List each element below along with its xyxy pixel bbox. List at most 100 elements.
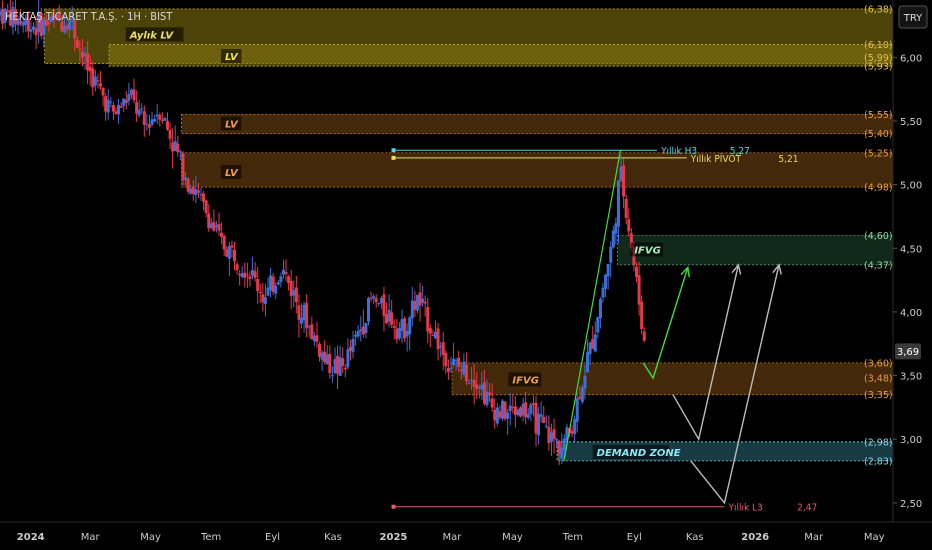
candle-body-64 — [163, 117, 167, 121]
candle-body-244 — [627, 219, 631, 232]
currency-button-frame[interactable] — [898, 5, 928, 29]
candle-body-136 — [348, 346, 352, 351]
zone-price-label-6: (5,25) — [864, 148, 893, 159]
candle-body-152 — [390, 312, 394, 325]
candle-body-63 — [160, 119, 164, 121]
candle-body-52 — [132, 89, 136, 101]
candle-body-250 — [642, 331, 646, 341]
candle-body-181 — [464, 364, 468, 382]
candle-body-77 — [196, 190, 200, 193]
candle-body-48 — [122, 98, 126, 106]
candle-body-70 — [178, 151, 182, 153]
candle-body-128 — [328, 353, 332, 374]
candle-body-122 — [312, 335, 316, 342]
candle-body-177 — [454, 360, 458, 362]
candle-body-47 — [119, 106, 123, 108]
candle-body-36 — [91, 68, 95, 88]
zone-price-label-10: (3,60) — [864, 358, 893, 369]
candle-body-184 — [472, 379, 476, 387]
candle-body-4 — [8, 9, 12, 26]
candle-body-117 — [299, 317, 303, 324]
candle-body-229 — [588, 342, 592, 355]
candle-body-191 — [490, 398, 494, 408]
candle-body-22 — [55, 14, 59, 20]
candle-body-91 — [232, 250, 236, 261]
candle-body-144 — [369, 297, 373, 299]
time-tick-label-9: Tem — [562, 532, 583, 543]
candle-body-34 — [86, 53, 90, 71]
candle-body-5 — [11, 6, 15, 28]
candle-body-238 — [611, 230, 615, 248]
time-tick-label-0: 2024 — [17, 532, 45, 543]
currency-button-label[interactable]: TRY — [903, 13, 923, 24]
candle-body-130 — [333, 359, 337, 374]
candle-body-51 — [129, 89, 133, 95]
zone-3 — [180, 152, 894, 188]
candle-body-0 — [0, 11, 2, 16]
candle-body-222 — [570, 430, 574, 434]
gray-projection-arrow-1-head — [772, 263, 782, 275]
green-projection-arrow-path — [642, 267, 689, 380]
candle-body-230 — [591, 339, 595, 349]
candle-body-198 — [508, 405, 512, 412]
candle-body-157 — [403, 318, 407, 339]
candle-body-28 — [70, 18, 74, 21]
symbol-title: HEKTAŞ TİCARET T.A.Ş. · 1H · BIST — [5, 10, 173, 23]
green-projection-arrow-head — [680, 265, 690, 278]
candle-body-75 — [191, 186, 195, 194]
zones — [44, 8, 894, 462]
candle-body-69 — [176, 143, 180, 153]
candle-body-58 — [147, 124, 151, 128]
candle-body-132 — [338, 357, 342, 376]
candle-body-153 — [392, 325, 396, 328]
level-value-2: 2,47 — [797, 503, 817, 514]
time-axis[interactable]: 2024 Mar May Tem Eyl Kas 2025 Mar May Tem Eyl Kas 20… — [17, 532, 885, 543]
candle-body-24 — [60, 21, 64, 32]
current-price-badge: 3,69 — [895, 343, 921, 360]
candle-body-38 — [96, 80, 100, 82]
price-axis[interactable]: 6,00 5,50 5,00 4,50 4,00 3,50 3,00 2,50 — [893, 53, 922, 510]
candle-body-207 — [531, 403, 535, 405]
candle-body-134 — [343, 367, 347, 370]
candle-body-82 — [209, 223, 213, 229]
candle-body-200 — [513, 406, 517, 416]
time-tick-label-7: Mar — [443, 532, 463, 543]
candle-body-186 — [477, 387, 481, 389]
price-tick-label-3: 4,50 — [900, 244, 922, 255]
candle-body-95 — [243, 272, 247, 278]
candle-body-19 — [47, 22, 51, 25]
currency-button[interactable]: TRY — [898, 5, 928, 29]
candle-body-16 — [39, 12, 43, 36]
candle-body-168 — [431, 335, 435, 337]
candle-body-218 — [560, 447, 564, 459]
candle-body-166 — [426, 306, 430, 332]
candle-body-105 — [269, 275, 273, 291]
current-price-badge-bg — [895, 343, 921, 360]
candle-body-111 — [284, 272, 288, 274]
candle-body-195 — [500, 400, 504, 419]
level-name-0: Yıllık H3 — [660, 146, 697, 157]
candle-body-239 — [614, 223, 618, 234]
candle-body-236 — [606, 263, 610, 277]
candle-body-41 — [104, 96, 108, 112]
candle-body-80 — [204, 200, 208, 214]
zone-label-bg-2 — [220, 116, 242, 131]
candle-body-44 — [111, 105, 115, 112]
candle-body-17 — [42, 19, 46, 35]
candle-body-135 — [346, 349, 350, 368]
candle-body-196 — [503, 401, 507, 419]
candle-body-42 — [106, 99, 110, 113]
zone-2 — [180, 114, 894, 135]
time-tick-label-1: Mar — [81, 532, 101, 543]
candle-body-67 — [171, 142, 175, 152]
gray-projection-arrow-1-path — [690, 264, 780, 505]
candle-body-133 — [341, 358, 345, 366]
time-tick-label-12: 2026 — [741, 532, 769, 543]
candle-body-101 — [258, 292, 262, 294]
candle-body-99 — [253, 271, 257, 278]
candle-body-83 — [212, 221, 216, 231]
candle-body-176 — [452, 358, 456, 366]
zone-4 — [617, 235, 894, 266]
